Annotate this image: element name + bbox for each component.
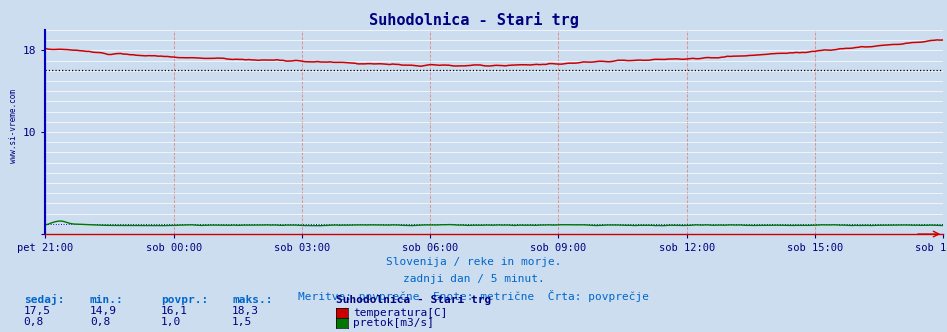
Text: Suhodolnica - Stari trg: Suhodolnica - Stari trg [336, 295, 491, 305]
Text: min.:: min.: [90, 295, 124, 305]
Text: 16,1: 16,1 [161, 306, 188, 316]
Text: pretok[m3/s]: pretok[m3/s] [353, 318, 435, 328]
Text: 18,3: 18,3 [232, 306, 259, 316]
Text: 17,5: 17,5 [24, 306, 51, 316]
Text: 1,5: 1,5 [232, 317, 252, 327]
Text: Meritve: povprečne  Enote: metrične  Črta: povprečje: Meritve: povprečne Enote: metrične Črta:… [298, 290, 649, 302]
Text: temperatura[C]: temperatura[C] [353, 308, 448, 318]
Text: 0,8: 0,8 [24, 317, 44, 327]
Text: 1,0: 1,0 [161, 317, 181, 327]
Text: zadnji dan / 5 minut.: zadnji dan / 5 minut. [402, 274, 545, 284]
Text: www.si-vreme.com: www.si-vreme.com [9, 89, 18, 163]
Text: 0,8: 0,8 [90, 317, 110, 327]
Text: 14,9: 14,9 [90, 306, 117, 316]
Text: sedaj:: sedaj: [24, 294, 64, 305]
Text: Slovenija / reke in morje.: Slovenija / reke in morje. [385, 257, 562, 267]
Text: povpr.:: povpr.: [161, 295, 208, 305]
Text: maks.:: maks.: [232, 295, 273, 305]
Text: Suhodolnica - Stari trg: Suhodolnica - Stari trg [368, 12, 579, 28]
